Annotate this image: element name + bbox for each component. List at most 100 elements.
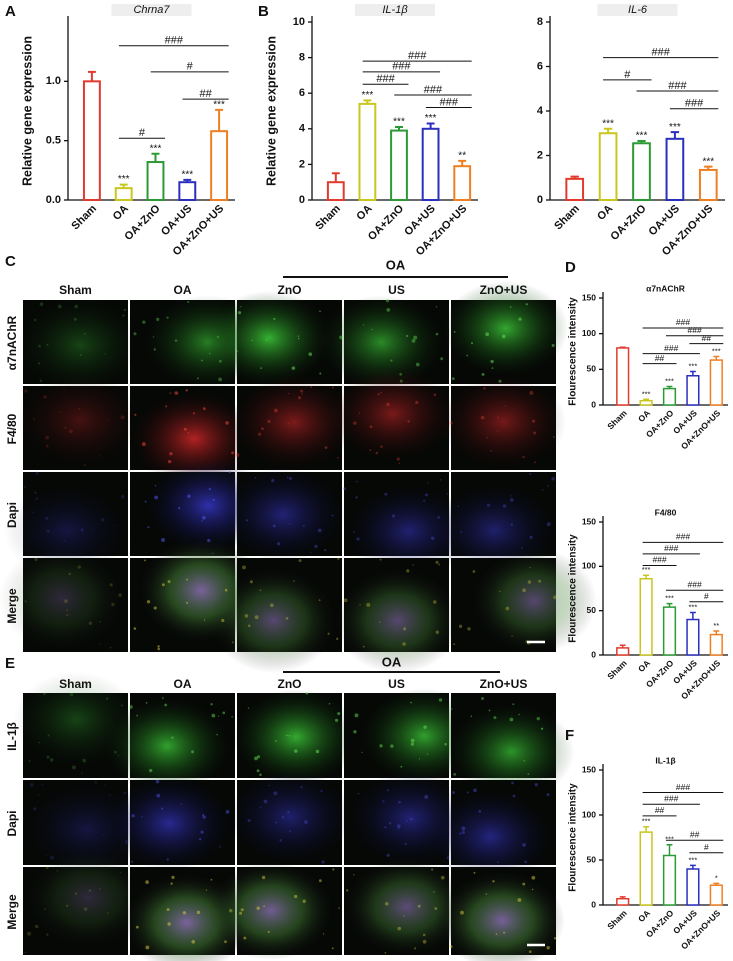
cell-signal [218, 377, 223, 382]
significance-label: *** [712, 346, 721, 355]
micrograph [210, 557, 342, 674]
cell-signal [371, 328, 373, 331]
cell-signal [186, 578, 189, 581]
cell-signal [201, 520, 203, 522]
cell-signal [411, 339, 416, 343]
cell-signal [478, 809, 482, 813]
cell-signal [317, 528, 322, 533]
micrograph [448, 693, 575, 800]
cell-signal [203, 619, 206, 621]
cell-signal [435, 332, 439, 336]
cell-signal [461, 830, 465, 834]
cell-signal [528, 950, 532, 954]
cell-signal [356, 537, 360, 541]
row-label: F4/80 [5, 413, 19, 444]
cell-signal [45, 866, 49, 870]
y-tick-label: 100 [582, 561, 596, 571]
cell-signal [103, 834, 105, 836]
cell-signal [453, 773, 457, 776]
cell-signal [191, 939, 196, 944]
significance-label: ** [713, 621, 719, 630]
cell-signal [167, 922, 171, 926]
cell-signal [511, 781, 514, 785]
cell-signal [39, 302, 44, 307]
bar [639, 577, 653, 656]
cell-signal [527, 773, 530, 775]
title-box [597, 4, 678, 16]
cell-signal [451, 377, 455, 380]
cell-signal [261, 875, 266, 880]
cell-signal [509, 717, 514, 722]
cell-signal [546, 793, 550, 797]
error-bar [713, 882, 720, 886]
cell-signal [34, 491, 37, 495]
y-axis-label: Flourescence intensity [568, 534, 579, 643]
cell-signal [24, 600, 27, 603]
cell-signal [111, 602, 115, 607]
significance-label: *** [642, 565, 651, 574]
cell-signal [433, 891, 435, 893]
significance-label: *** [150, 143, 162, 154]
cell-signal [285, 617, 289, 620]
cell-signal [74, 892, 78, 895]
comparison-label: ### [664, 543, 678, 553]
cell-signal [357, 792, 360, 795]
column-label: ZnO+US [480, 677, 528, 691]
cell-signal [180, 803, 182, 806]
y-tick-label: 6 [299, 87, 305, 99]
chart-title: IL-1β [382, 4, 408, 16]
significance-label: *** [665, 835, 674, 844]
cell-signal [29, 783, 34, 787]
cell-signal [337, 557, 340, 560]
micrograph [106, 775, 235, 872]
bar [453, 165, 472, 201]
cell-signal [245, 519, 249, 522]
cell-signal [162, 697, 164, 699]
cell-signal [239, 911, 243, 915]
cell-signal [472, 570, 476, 573]
cell-signal [529, 390, 534, 395]
cell-signal [109, 646, 112, 649]
x-tick-label: OA [354, 203, 374, 223]
cell-signal [430, 868, 434, 871]
cell-signal [35, 497, 38, 500]
tissue-signal [106, 775, 233, 872]
cell-signal [546, 946, 550, 950]
error-bar [689, 370, 696, 376]
cell-signal [165, 405, 168, 408]
cell-signal [427, 482, 429, 484]
cell-signal [551, 477, 555, 481]
cell-signal [120, 495, 125, 499]
cell-signal [397, 824, 401, 828]
error-bar [426, 122, 435, 129]
cell-signal [297, 335, 300, 337]
cell-signal [63, 540, 66, 542]
bar [210, 130, 229, 202]
cell-signal [361, 751, 363, 753]
x-tick-label: Sham [605, 408, 629, 432]
cell-signal [331, 947, 334, 950]
cell-signal [310, 551, 312, 553]
cell-signal [99, 643, 101, 645]
cell-signal [135, 925, 139, 929]
micrograph [227, 769, 354, 865]
cell-signal [288, 830, 291, 833]
cell-signal [149, 768, 153, 773]
cell-signal [460, 531, 463, 533]
cell-signal [289, 476, 293, 480]
cell-signal [118, 593, 122, 597]
error-bar [670, 131, 680, 139]
significance-label: *** [602, 118, 614, 129]
tissue-signal [448, 703, 575, 800]
cell-signal [257, 755, 261, 759]
cell-signal [73, 317, 77, 321]
cell-signal [64, 426, 67, 429]
error-bar [637, 140, 646, 144]
cell-signal [153, 606, 157, 610]
cell-signal [34, 924, 39, 929]
cell-signal [104, 784, 106, 786]
cell-signal [271, 479, 275, 483]
bar [662, 854, 677, 906]
cell-signal [353, 730, 357, 734]
cell-signal [99, 620, 102, 623]
